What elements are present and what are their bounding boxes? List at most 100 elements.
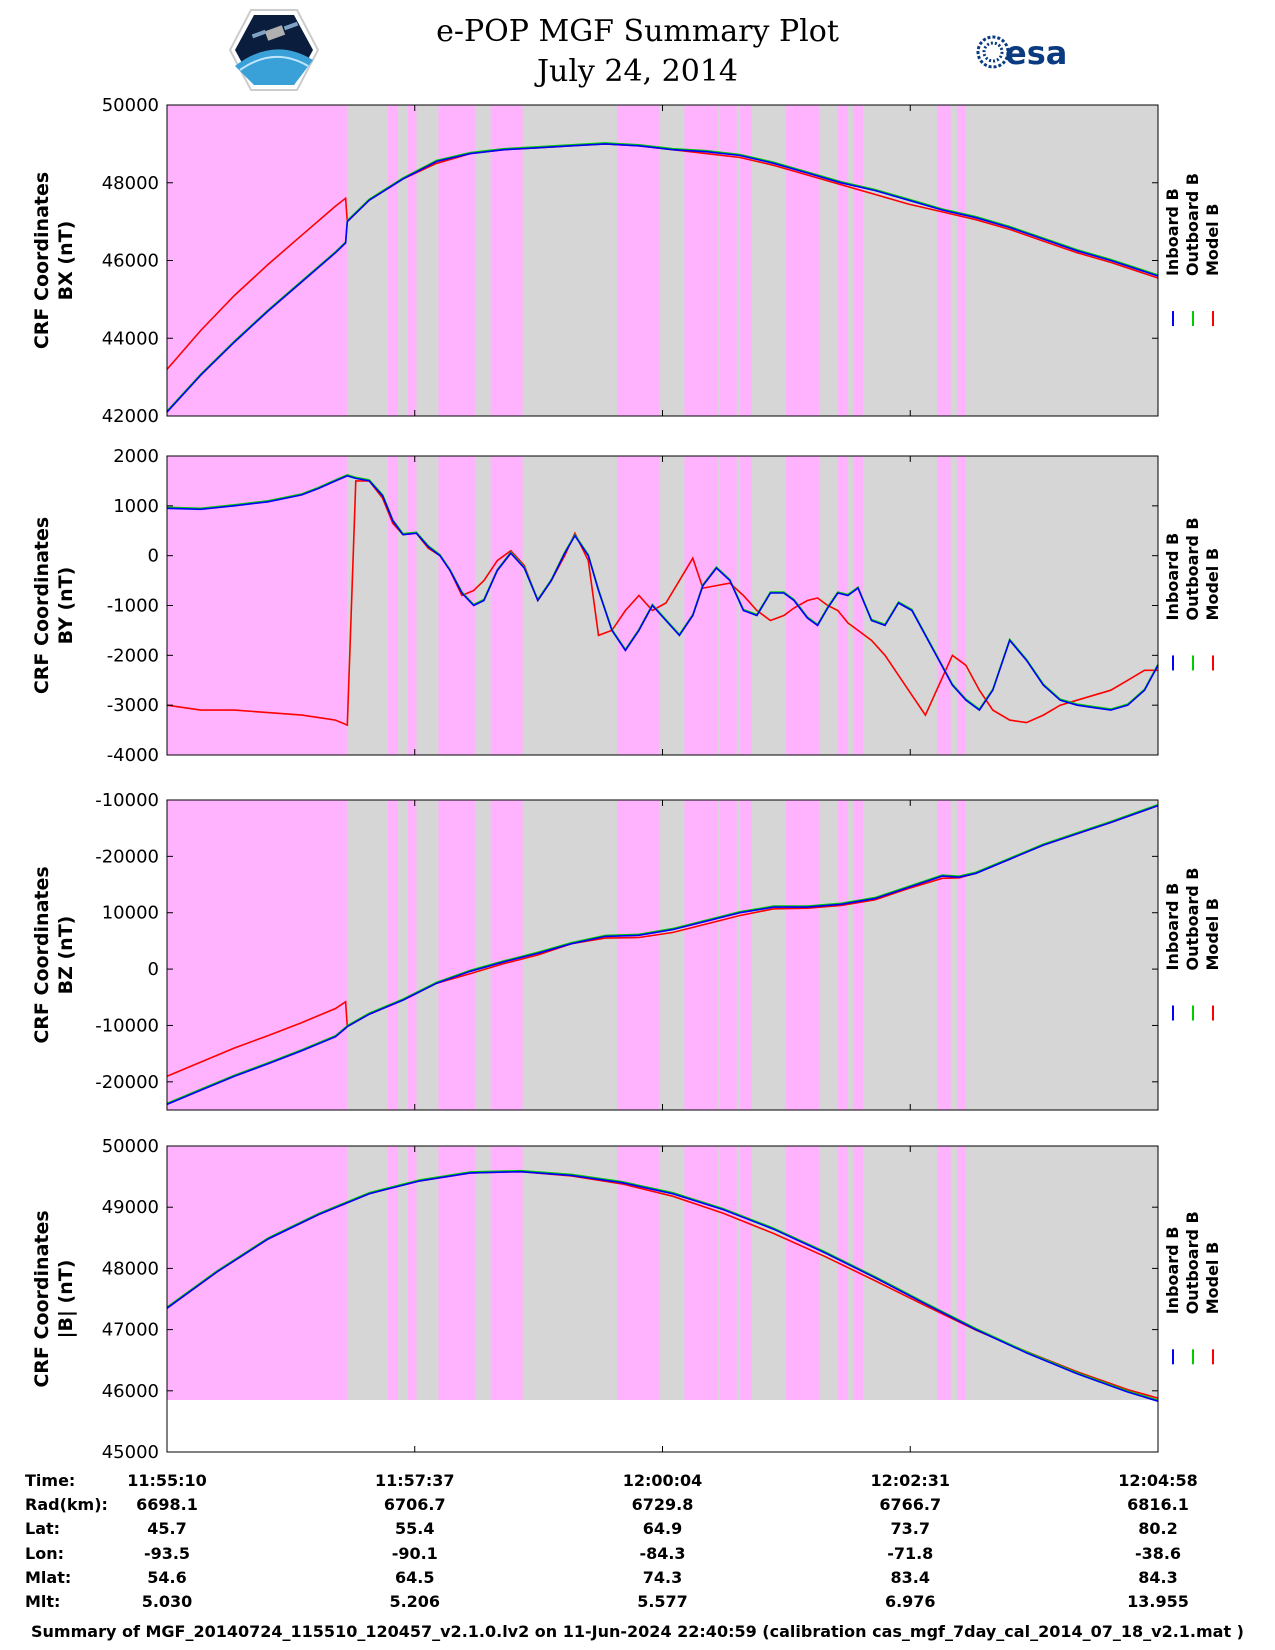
table-cell: 6816.1 (1127, 1495, 1189, 1514)
table-cell: 6766.7 (879, 1495, 941, 1514)
shade-interval (616, 800, 660, 1110)
chart-date: July 24, 2014 (536, 54, 739, 89)
shade-interval (740, 800, 752, 1110)
shade-interval (438, 800, 476, 1110)
shade-interval (957, 800, 966, 1110)
shade-interval (684, 1146, 719, 1400)
legend-label: Outboard B (1183, 1211, 1202, 1314)
legend-label: Inboard B (1163, 188, 1182, 276)
shade-interval (408, 105, 417, 416)
y-axis-label: BX (nT) (55, 221, 77, 301)
y-axis-label: |B| (nT) (55, 1260, 77, 1339)
legend-label: Inboard B (1163, 883, 1182, 971)
table-row-label: Mlat: (25, 1568, 71, 1587)
y-tick-label: 47000 (102, 1320, 159, 1341)
y-tick-label: 46000 (102, 251, 159, 272)
table-cell: 5.206 (389, 1592, 440, 1611)
shade-interval (684, 105, 719, 416)
panel-bz: -20000 -10000 0 10000 -20000 -10000 CRF Coordi… (31, 790, 1222, 1111)
shade-interval (408, 456, 417, 755)
y-tick-label: 45000 (102, 1442, 159, 1463)
shade-interval (616, 105, 660, 416)
table-cell: 6706.7 (384, 1495, 446, 1514)
table-cell: 74.3 (643, 1568, 682, 1587)
y-axis-label: BY (nT) (55, 567, 77, 645)
table-cell: 12:00:04 (623, 1471, 703, 1490)
table-cell: 11:57:37 (375, 1471, 455, 1490)
legend-label: Model B (1203, 898, 1222, 970)
shade-interval (387, 800, 398, 1110)
y-tick-label: 1000 (113, 496, 159, 517)
table-cell: -38.6 (1135, 1544, 1181, 1563)
shade-interval (719, 1146, 737, 1400)
shade-interval (438, 456, 476, 755)
shade-interval (167, 105, 348, 416)
shade-interval (852, 456, 864, 755)
table-row-label: Lat: (25, 1519, 60, 1538)
series-inboard-bmag (166, 1170, 1159, 1402)
y-axis-label: CRF Coordinates (31, 1210, 53, 1387)
legend-label: Model B (1203, 204, 1222, 276)
y-tick-label: 2000 (113, 446, 159, 467)
table-cell: -84.3 (639, 1544, 685, 1563)
shade-interval (852, 800, 864, 1110)
table-cell: -71.8 (887, 1544, 933, 1563)
shade-interval (740, 105, 752, 416)
shade-interval (167, 800, 348, 1110)
shade-interval (837, 1146, 848, 1400)
y-tick-label: 48000 (102, 173, 159, 194)
y-axis-label: CRF Coordinates (31, 517, 53, 694)
series-inboard-bz (166, 804, 1159, 1106)
y-tick-label: 46000 (102, 1381, 159, 1402)
legend-label: Model B (1203, 1242, 1222, 1314)
table-row-label: Rad(km): (25, 1495, 108, 1514)
y-axis-label: BZ (nT) (55, 916, 77, 995)
series-inboard-bx (166, 143, 1159, 413)
series-outboard-bmag (166, 1169, 1159, 1401)
shade-interval (785, 456, 820, 755)
y-tick-label: 0 (148, 546, 159, 567)
shade-interval (957, 105, 966, 416)
shade-interval (719, 800, 737, 1110)
table-cell: 5.030 (142, 1592, 193, 1611)
shade-interval (490, 800, 523, 1110)
shade-interval (408, 800, 417, 1110)
table-cell: 6.976 (885, 1592, 936, 1611)
shade-interval (438, 105, 476, 416)
table-cell: 55.4 (395, 1519, 434, 1538)
table-cell: 64.9 (643, 1519, 682, 1538)
shade-interval (957, 1146, 966, 1400)
ephemeris-table: Time: Rad(km): Lat: Lon: Mlat: Mlt: 11:55:10 66… (25, 1471, 1198, 1611)
shade-interval (937, 456, 951, 755)
esa-logo: esa (976, 34, 1067, 72)
cassiope-logo (228, 9, 320, 91)
shade-interval (408, 1146, 417, 1400)
footer-caption: Summary of MGF_20140724_115510_120457_v2… (31, 1622, 1244, 1641)
y-axis-label: CRF Coordinates (31, 866, 53, 1043)
table-cell: 80.2 (1138, 1519, 1177, 1538)
y-tick-label: 42000 (102, 406, 159, 427)
panel-bmag: 45000 46000 47000 48000 49000 50000 CRF Coordi… (31, 1136, 1222, 1463)
legend-label: Model B (1203, 548, 1222, 620)
table-cell: 54.6 (147, 1568, 186, 1587)
shade-interval (719, 105, 737, 416)
table-cell: 12:04:58 (1118, 1471, 1198, 1490)
shade-interval (167, 1146, 348, 1400)
table-cell: 73.7 (891, 1519, 930, 1538)
shade-interval (837, 456, 848, 755)
shade-interval (490, 105, 523, 416)
shade-interval (490, 1146, 523, 1400)
table-row-label: Time: (25, 1471, 75, 1490)
shade-interval (490, 456, 523, 755)
shade-interval (740, 1146, 752, 1400)
shade-interval (684, 800, 719, 1110)
shade-interval (387, 1146, 398, 1400)
shade-interval (937, 1146, 951, 1400)
series-inboard-by (166, 475, 1159, 712)
table-cell: 11:55:10 (127, 1471, 207, 1490)
shade-interval (957, 456, 966, 755)
chart-title: e-POP MGF Summary Plot (436, 14, 839, 49)
y-tick-label: 50000 (102, 1136, 159, 1157)
shade-interval (785, 1146, 820, 1400)
